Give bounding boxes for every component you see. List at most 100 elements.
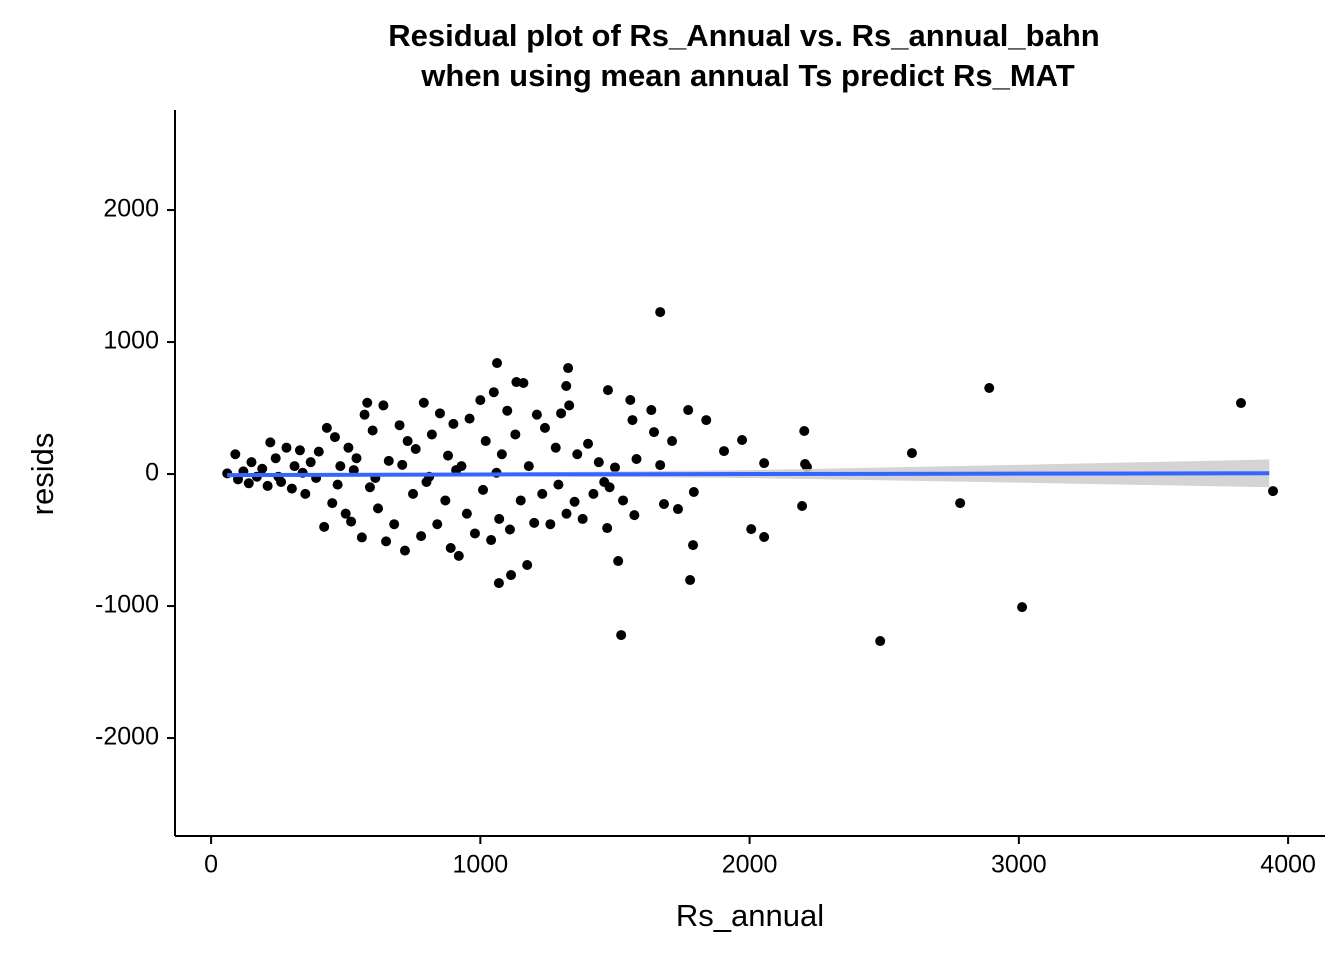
point <box>523 461 534 472</box>
point <box>539 422 550 433</box>
point <box>759 458 770 469</box>
point <box>561 381 572 392</box>
point <box>667 436 678 447</box>
point <box>478 484 489 495</box>
point <box>335 461 346 472</box>
point <box>464 413 475 424</box>
point <box>604 482 615 493</box>
point <box>564 400 575 411</box>
point <box>394 420 405 431</box>
point <box>453 550 464 561</box>
point <box>351 453 362 464</box>
point <box>443 450 454 461</box>
point <box>583 438 594 449</box>
point <box>984 382 995 393</box>
fit-line <box>227 471 1270 478</box>
point <box>494 513 505 524</box>
point <box>492 358 503 369</box>
point <box>373 503 384 514</box>
point <box>432 519 443 530</box>
point <box>397 459 408 470</box>
point <box>289 461 300 472</box>
point <box>434 408 445 419</box>
point <box>480 436 491 447</box>
point <box>737 435 748 445</box>
point <box>243 478 254 489</box>
point <box>545 519 556 530</box>
point <box>445 542 456 553</box>
point <box>346 516 357 527</box>
point <box>294 445 305 456</box>
y-tick-label: -1000 <box>95 591 159 619</box>
point <box>655 307 666 318</box>
point <box>655 460 666 471</box>
point <box>265 437 276 448</box>
point <box>262 480 273 491</box>
point <box>329 432 340 443</box>
point <box>515 495 526 506</box>
point <box>246 457 257 468</box>
point <box>469 528 480 539</box>
point <box>313 446 324 457</box>
point <box>510 429 521 440</box>
x-tick-label: 1000 <box>453 851 509 879</box>
point <box>257 463 268 474</box>
point <box>625 395 636 406</box>
point <box>410 443 421 454</box>
point <box>416 531 427 542</box>
y-tick-label: 0 <box>145 459 159 487</box>
x-tick-label: 2000 <box>722 851 778 879</box>
point <box>408 488 419 499</box>
chart-title: when using mean annual Ts predict Rs_MAT <box>420 58 1074 93</box>
x-tick-label: 3000 <box>991 851 1047 879</box>
point <box>616 630 627 641</box>
y-tick-label: 1000 <box>103 327 159 355</box>
y-tick-label: 2000 <box>103 195 159 223</box>
point <box>875 636 886 647</box>
x-axis-label: Rs_annual <box>676 898 824 933</box>
point <box>572 449 583 460</box>
point <box>685 575 696 586</box>
point <box>672 504 683 515</box>
point <box>646 405 657 416</box>
point <box>531 409 542 420</box>
point <box>569 496 580 507</box>
point <box>658 499 669 510</box>
point <box>493 578 504 589</box>
point <box>364 482 375 493</box>
point <box>399 545 410 556</box>
point <box>518 377 529 388</box>
point <box>609 462 620 473</box>
point <box>286 483 297 494</box>
point <box>362 397 373 408</box>
point <box>321 422 332 433</box>
point <box>561 508 572 519</box>
y-axis-label: resids <box>25 433 60 516</box>
point <box>627 415 638 426</box>
point <box>593 457 604 468</box>
point <box>381 536 392 547</box>
point <box>602 385 613 396</box>
point <box>319 521 330 532</box>
point <box>440 495 451 506</box>
point <box>1017 602 1028 613</box>
point <box>340 508 351 519</box>
point <box>618 495 629 506</box>
x-tick-label: 4000 <box>1260 851 1316 879</box>
point <box>631 454 642 465</box>
x-tick-label: 0 <box>204 851 218 879</box>
point <box>1268 486 1279 497</box>
point <box>305 457 316 468</box>
point <box>688 487 699 498</box>
point <box>281 442 292 453</box>
point <box>383 455 394 466</box>
point <box>348 465 359 476</box>
point <box>588 488 599 499</box>
point <box>389 519 400 530</box>
point <box>426 429 437 440</box>
point <box>506 570 517 581</box>
point <box>955 498 966 509</box>
point <box>486 535 497 546</box>
point <box>367 425 378 436</box>
